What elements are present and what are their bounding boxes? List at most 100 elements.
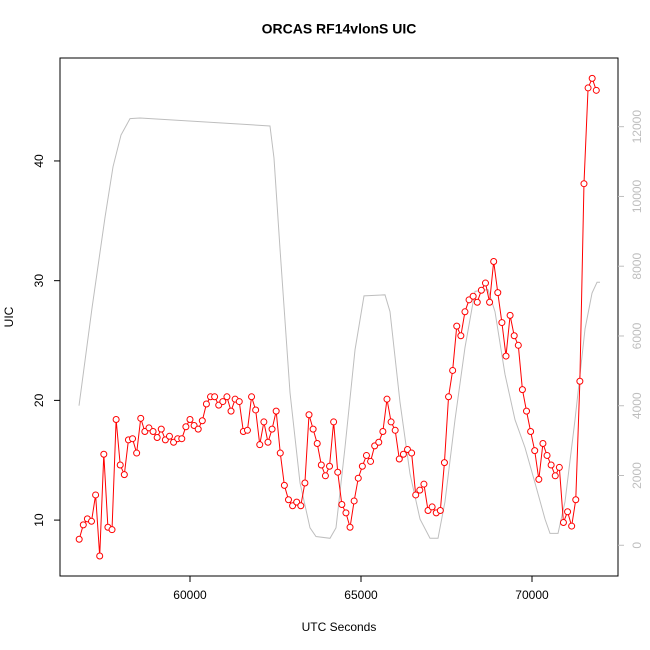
data-point [354,474,362,482]
y-tick-label: 30 [32,274,46,288]
data-point [235,398,243,406]
data-point [391,426,399,434]
data-point [539,439,547,447]
y2-tick-label: 8000 [630,253,644,280]
chart-title: ORCAS RF14vlonS UIC [262,21,417,37]
data-point [256,441,264,449]
data-point [420,480,428,488]
data-point [153,433,161,441]
x-tick-label: 60000 [173,588,207,602]
data-point [375,438,383,446]
data-point [112,416,120,424]
data-point [79,521,87,529]
data-point [527,428,535,436]
data-point [165,432,173,440]
data-point [223,393,231,401]
data-point [399,450,407,458]
data-point [358,462,366,470]
data-point [334,468,342,476]
plot-box [59,57,619,577]
data-point [182,423,190,431]
data-point [317,461,325,469]
data-point [87,517,95,525]
data-point [580,180,588,188]
data-point [350,497,358,505]
data-point [268,425,276,433]
data-point [137,414,145,422]
data-point [280,481,288,489]
data-point [116,461,124,469]
data-point [219,398,227,406]
data-point [498,319,506,327]
data-point [440,459,448,467]
data-point [92,491,100,499]
data-point [178,435,186,443]
data-point [436,507,444,515]
data-point [149,428,157,436]
data-point [75,535,83,543]
data-point [96,552,104,560]
data-point [284,496,292,504]
data-point [568,522,576,530]
y2-tick-label: 12000 [630,110,644,144]
data-point [387,418,395,426]
data-point [133,449,141,457]
y-tick-label: 40 [32,154,46,168]
data-point [330,418,338,426]
data-point [547,461,555,469]
data-point [477,286,485,294]
y2-tick-label: 4000 [630,392,644,419]
data-point [120,471,128,479]
data-point [346,523,354,531]
data-point [264,438,272,446]
data-point [321,472,329,480]
data-point [260,418,268,426]
data-point [564,508,572,516]
data-point [252,406,260,414]
data-point [494,289,502,297]
data-point [198,417,206,425]
data-point [129,435,137,443]
data-point [453,322,461,330]
data-point [383,395,391,403]
data-point [395,455,403,463]
data-point [514,341,522,349]
y-axis-label: UIC [2,306,16,327]
data-point [338,501,346,509]
data-point [490,258,498,266]
x-axis-label: UTC Seconds [302,620,377,634]
data-point [243,426,251,434]
data-point [362,451,370,459]
data-point [367,457,375,465]
data-point [408,449,416,457]
data-point [531,447,539,455]
data-point [510,332,518,340]
data-point [559,518,567,526]
data-point [576,377,584,385]
data-point [342,509,350,517]
data-point [428,503,436,511]
y2-tick-label: 2000 [630,462,644,489]
x-tick-label: 70000 [515,588,549,602]
data-point [305,411,313,419]
data-point [445,393,453,401]
data-point [461,308,469,316]
data-point [313,439,321,447]
data-point [572,496,580,504]
data-point [157,425,165,433]
y-tick-label: 20 [32,393,46,407]
data-point [449,366,457,374]
data-point [100,450,108,458]
data-point [202,400,210,408]
x-tick-label: 65000 [344,588,378,602]
data-point [469,292,477,300]
data-point [297,502,305,510]
data-point [535,475,543,483]
data-point [473,298,481,306]
data-point [523,407,531,415]
data-point [506,311,514,319]
data-point [379,428,387,436]
data-point [412,491,420,499]
data-point [457,332,465,340]
